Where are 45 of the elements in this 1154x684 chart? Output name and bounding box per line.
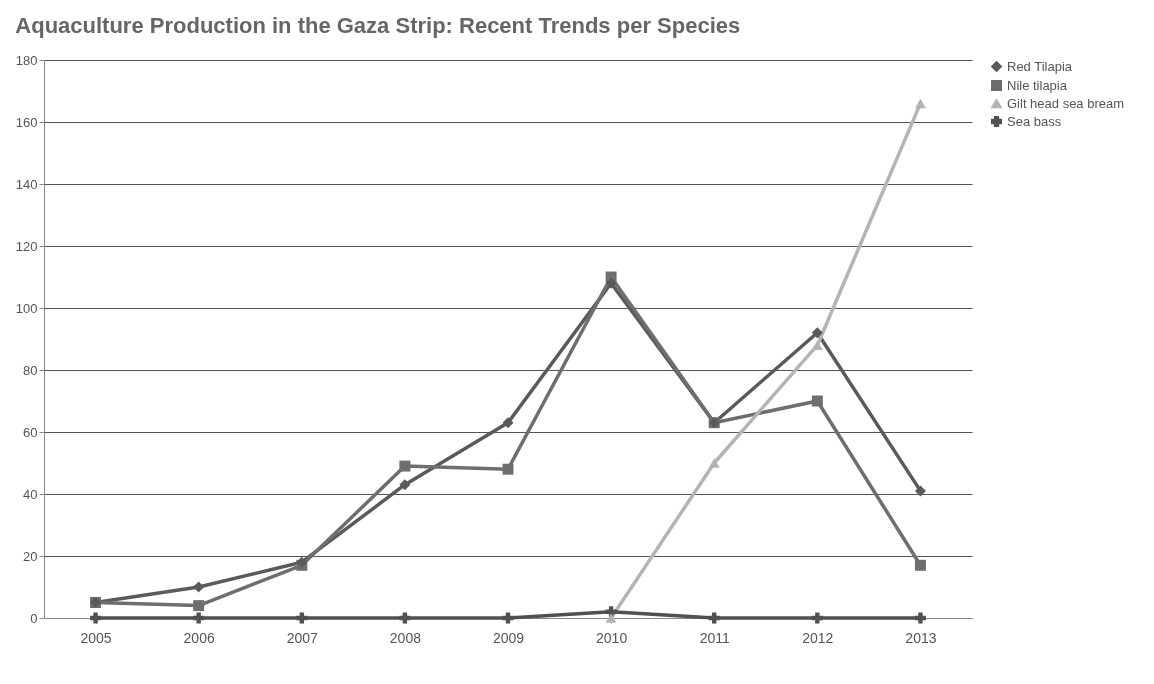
- point: [914, 98, 926, 109]
- y-tick-label: 40: [23, 486, 38, 502]
- y-tick-label: 20: [23, 548, 38, 564]
- legend-label: Nile tilapia: [1007, 77, 1068, 93]
- x-tick-label: 2010: [596, 629, 628, 646]
- point: [90, 612, 102, 624]
- point: [502, 417, 514, 429]
- point: [399, 460, 411, 472]
- y-tick-label: 160: [15, 114, 38, 130]
- point: [811, 612, 823, 624]
- point: [708, 458, 720, 468]
- y-tick-label: 100: [15, 300, 38, 316]
- x-tick-label: 2006: [183, 629, 215, 646]
- point: [399, 612, 411, 624]
- x-tick-label: 2009: [492, 629, 525, 646]
- point: [811, 395, 823, 407]
- x-tick-label: 2011: [699, 629, 730, 646]
- point: [193, 612, 205, 624]
- point: [193, 581, 205, 593]
- y-tick-label: 0: [30, 610, 38, 626]
- legend-label: Gilt head sea bream: [1007, 95, 1125, 111]
- point: [811, 327, 823, 339]
- legend-label: Red Tilapia: [1007, 58, 1073, 74]
- y-tick-label: 80: [23, 362, 38, 378]
- point: [193, 600, 205, 612]
- chart-title: Aquaculture Production in the Gaza Strip: Recent Trends per Species: [15, 13, 741, 38]
- y-tick-label: 120: [15, 238, 38, 254]
- point: [605, 613, 617, 623]
- x-tick-label: 2012: [802, 629, 834, 646]
- point: [914, 485, 926, 497]
- point: [296, 612, 308, 624]
- point: [399, 479, 411, 491]
- x-tick-label: 2005: [80, 629, 112, 646]
- x-tick-label: 2013: [905, 629, 937, 646]
- x-tick-label: 2008: [389, 629, 422, 646]
- x-tick-label: 2007: [286, 629, 319, 646]
- point: [502, 463, 514, 475]
- y-tick-label: 140: [15, 176, 38, 192]
- point: [708, 612, 720, 624]
- legend-label: Sea bass: [1007, 113, 1062, 129]
- point: [914, 612, 926, 624]
- y-tick-label: 180: [15, 52, 38, 68]
- y-tick-label: 60: [23, 424, 38, 440]
- point: [914, 559, 926, 571]
- point: [605, 277, 617, 289]
